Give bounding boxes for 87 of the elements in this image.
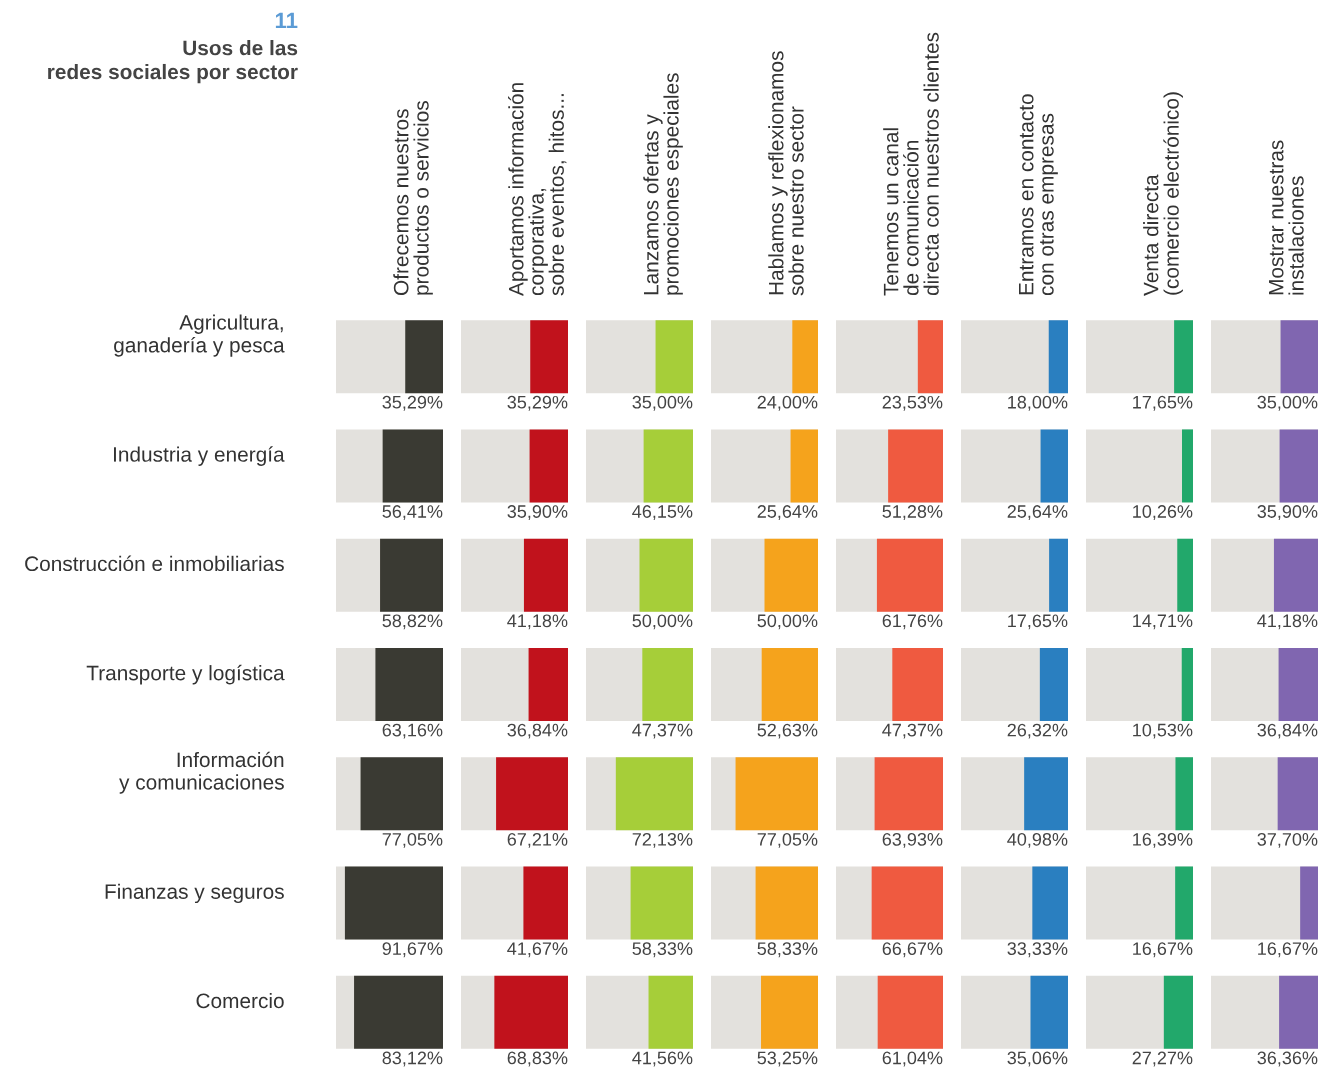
data-label: 25,64% <box>1007 505 1068 521</box>
data-label: 56,41% <box>382 505 443 521</box>
data-label: 33,33% <box>1007 942 1068 958</box>
data-label: 51,28% <box>882 505 943 521</box>
data-label: 66,67% <box>882 942 943 958</box>
data-label: 35,06% <box>1007 1051 1068 1067</box>
y-tick-label: Industria y energía <box>113 446 285 466</box>
y-tick-label: Información y comunicaciones <box>119 751 284 794</box>
data-label: 16,67% <box>1133 942 1193 958</box>
data-label: 35,00% <box>1257 395 1318 411</box>
chart-title: Lanzamos ofertas y promociones especiales <box>643 73 683 295</box>
data-label: 36,36% <box>1257 1051 1318 1067</box>
y-tick-label: Finanzas y seguros <box>105 883 284 904</box>
chart-title: Tenemos un canal de comunicación directa con nuestros clientes <box>883 32 939 296</box>
data-label: 68,83% <box>507 1051 568 1067</box>
bar <box>792 320 818 394</box>
bar <box>1049 538 1068 612</box>
data-label: 58,33% <box>757 942 818 958</box>
data-label: 41,18% <box>507 614 568 630</box>
data-label: 41,56% <box>632 1051 693 1067</box>
data-label: 46,15% <box>632 505 693 521</box>
data-label: 35,29% <box>382 395 443 411</box>
bar <box>1182 429 1193 503</box>
data-label: 23,53% <box>882 395 943 411</box>
data-label: 10,53% <box>1133 723 1193 739</box>
bar <box>1175 866 1193 940</box>
data-label: 41,18% <box>1257 614 1318 630</box>
bar <box>1048 320 1068 394</box>
data-label: 37,70% <box>1257 832 1318 848</box>
data-label: 27,27% <box>1132 1051 1193 1067</box>
y-tick-label: Comercio <box>196 992 284 1009</box>
data-label: 17,65% <box>1008 614 1068 630</box>
y-tick-label: Agricultura, ganadería y pesca <box>114 314 285 357</box>
data-label: 16,39% <box>1133 832 1193 848</box>
data-label: 18,00% <box>1008 395 1068 411</box>
data-label: 17,65% <box>1133 395 1193 411</box>
chart-title: Venta directa (comercio electrónico) <box>1143 92 1183 296</box>
bar <box>790 429 818 503</box>
data-label: 40,98% <box>1007 832 1068 848</box>
data-label: 50,00% <box>757 614 818 630</box>
y-tick-label: Construcción e inmobiliarias <box>25 555 284 572</box>
data-label: 53,25% <box>757 1051 818 1067</box>
data-label: 47,37% <box>632 723 693 739</box>
bar <box>1040 429 1068 503</box>
bar <box>1177 538 1193 612</box>
data-label: 35,29% <box>507 395 568 411</box>
data-label: 91,67% <box>382 942 443 958</box>
data-label: 35,90% <box>507 505 568 521</box>
data-label: 83,12% <box>382 1051 443 1067</box>
y-tick-label: Transporte y logística <box>86 664 285 685</box>
bar <box>1300 866 1318 940</box>
data-label: 36,84% <box>507 723 568 739</box>
data-label: 77,05% <box>382 832 443 848</box>
data-label: 14,71% <box>1133 614 1193 630</box>
data-label: 10,26% <box>1133 505 1193 521</box>
data-label: 50,00% <box>632 614 693 630</box>
data-label: 72,13% <box>632 832 693 848</box>
data-label: 41,67% <box>507 942 568 958</box>
data-label: 35,00% <box>632 395 693 411</box>
data-label: 35,90% <box>1257 505 1318 521</box>
data-label: 63,93% <box>882 832 943 848</box>
data-label: 52,63% <box>757 723 818 739</box>
chart-title: Aportamos información corporativa, sobre eventos, hitos... <box>508 83 567 296</box>
bar <box>1163 975 1193 1049</box>
data-label: 58,82% <box>382 614 443 630</box>
text: 11 <box>275 12 298 29</box>
data-label: 24,00% <box>757 395 818 411</box>
data-label: 16,67% <box>1258 942 1318 958</box>
chart-title: Hablamos y reflexionamos sobre nuestro sector <box>768 51 804 296</box>
chart-title: Entramos en contacto con otras empresas <box>1019 94 1058 296</box>
chart-title: Ofrecemos nuestros productos o servicios <box>393 101 433 296</box>
chart-title: Mostrar nuestras instalaciones <box>1269 140 1304 295</box>
data-label: 36,84% <box>1257 723 1318 739</box>
bar <box>1175 757 1193 831</box>
data-label: 61,04% <box>882 1051 943 1067</box>
bar <box>917 320 943 394</box>
data-label: 25,64% <box>757 505 818 521</box>
bar <box>1181 648 1193 721</box>
data-label: 77,05% <box>757 832 818 848</box>
data-label: 63,16% <box>382 723 443 739</box>
bar <box>1174 320 1193 394</box>
data-label: 67,21% <box>507 832 568 848</box>
data-label: 26,32% <box>1007 723 1068 739</box>
data-label: 61,76% <box>882 614 943 630</box>
text: Usos de las redes sociales por sector <box>48 40 298 84</box>
data-label: 58,33% <box>632 942 693 958</box>
data-label: 47,37% <box>882 723 943 739</box>
